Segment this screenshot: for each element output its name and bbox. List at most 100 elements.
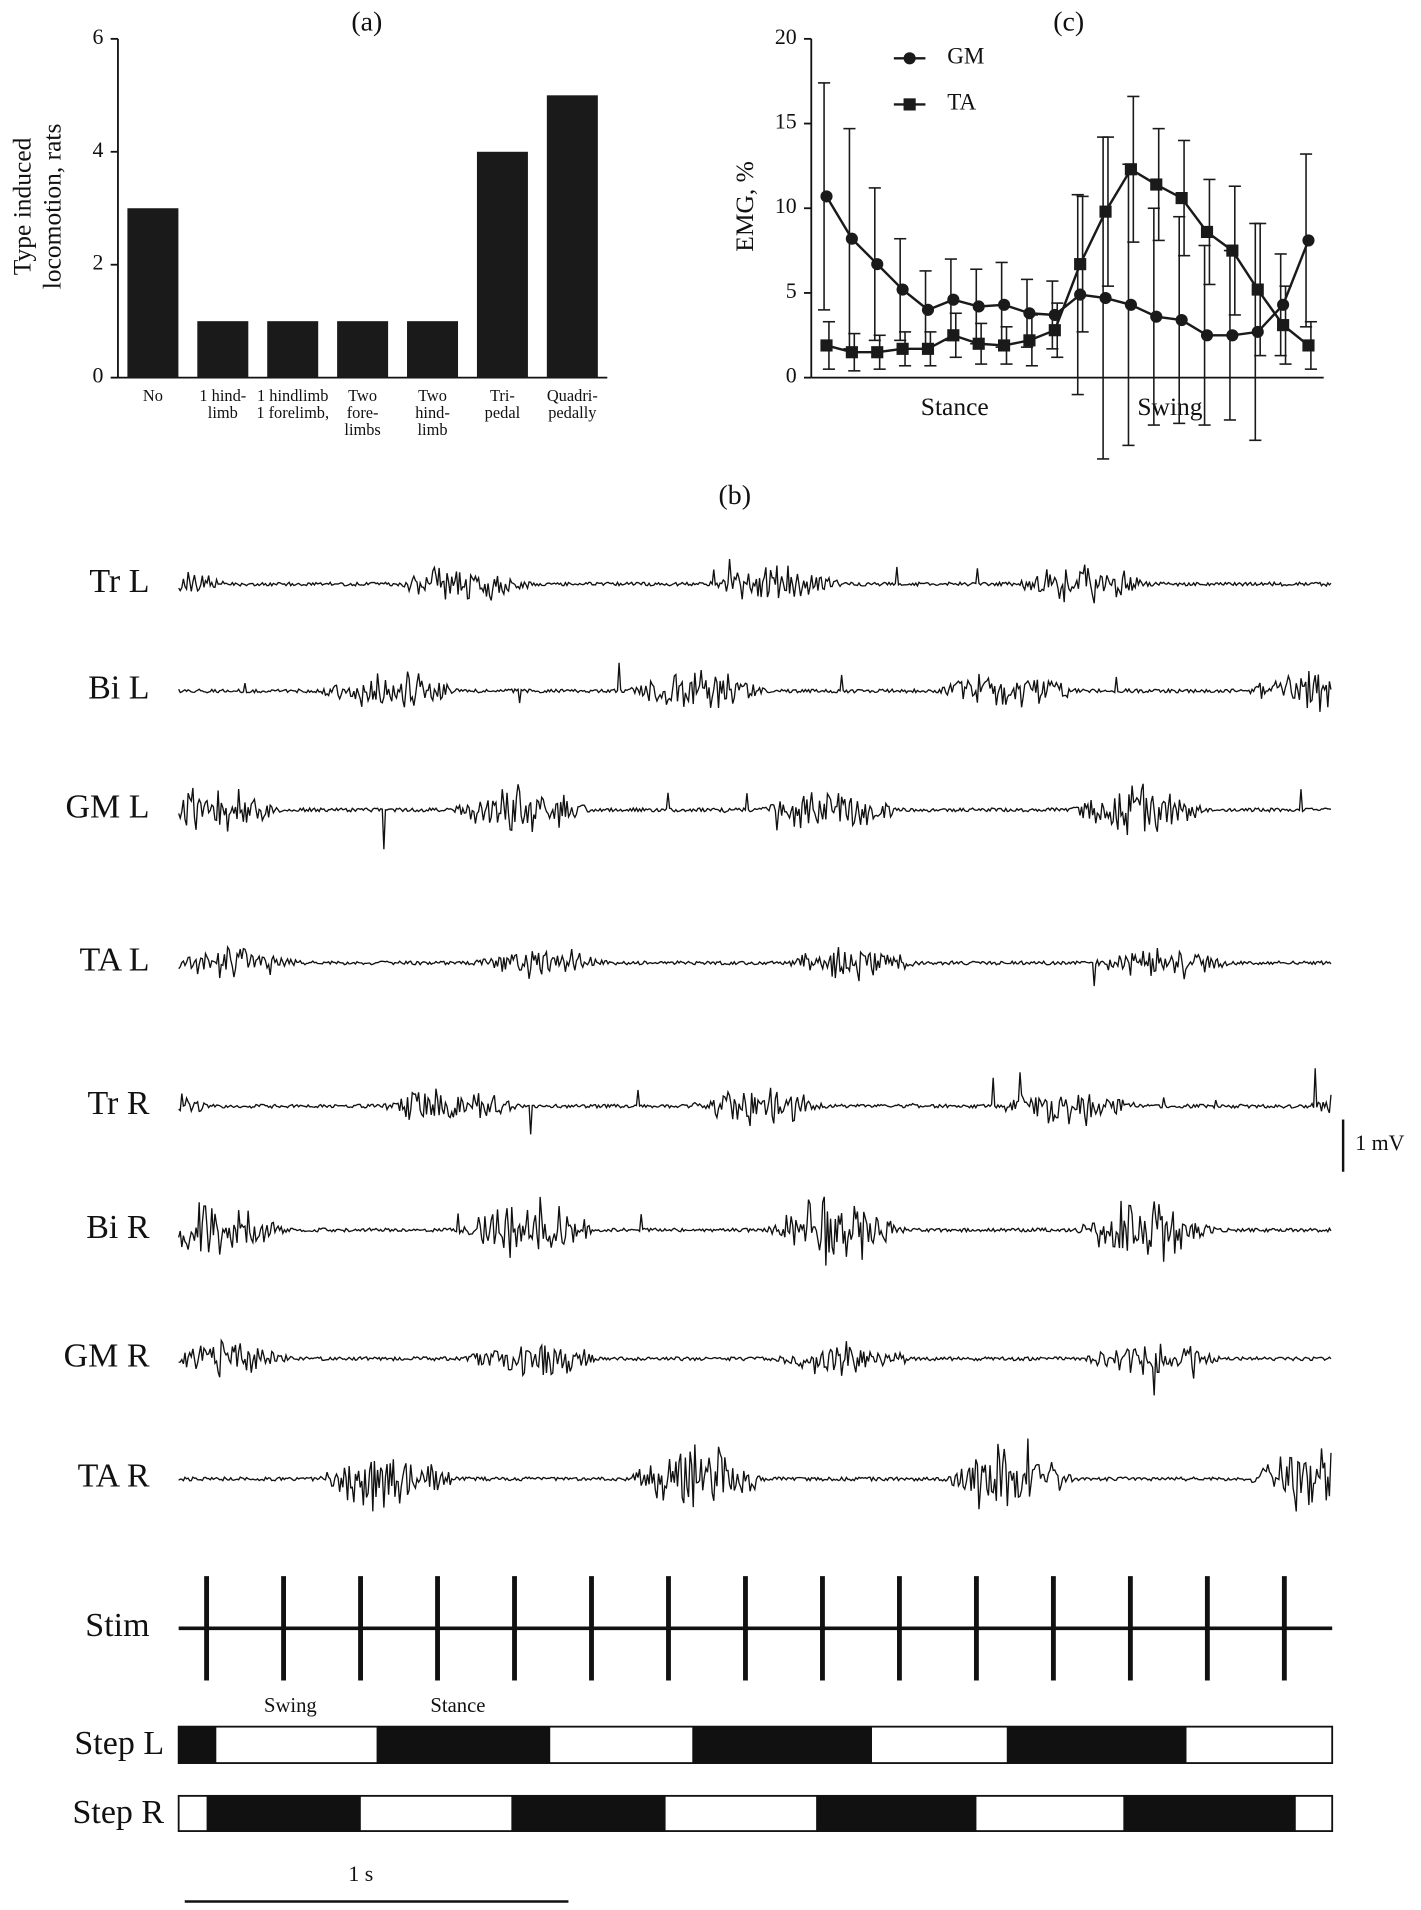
- x-tick-label: 1 forelimb,: [256, 403, 329, 422]
- channel-label: Bi L: [88, 670, 149, 707]
- marker: [820, 339, 833, 352]
- channel-label: GM L: [66, 789, 150, 826]
- x-tick-label: limb: [418, 420, 448, 439]
- x-tick-label: Two: [418, 386, 447, 405]
- marker: [871, 258, 884, 271]
- emg-trace: [178, 1068, 1332, 1135]
- marker: [1074, 258, 1087, 271]
- marker: [845, 346, 858, 359]
- y-axis-label: EMG, %: [730, 161, 759, 252]
- phase-label: Swing: [264, 1695, 317, 1717]
- x-tick-label: Tri-: [490, 386, 515, 405]
- amp-scale-label: 1 mV: [1355, 1131, 1404, 1155]
- step-stance: [692, 1726, 872, 1764]
- marker: [903, 98, 916, 111]
- step-stance: [816, 1795, 977, 1832]
- step-stance: [206, 1795, 361, 1832]
- y-tick-label: 20: [775, 25, 797, 49]
- step-stance: [1123, 1795, 1296, 1832]
- emg-trace: [178, 1338, 1332, 1396]
- bar: [476, 151, 528, 378]
- marker: [1302, 339, 1315, 352]
- emg-trace: [178, 662, 1332, 712]
- marker: [845, 232, 858, 245]
- step-stance: [376, 1726, 551, 1764]
- marker: [921, 303, 935, 316]
- bar: [407, 321, 459, 378]
- y-tick-label: 4: [92, 138, 103, 162]
- step-label: Step L: [74, 1725, 164, 1762]
- marker: [1099, 205, 1112, 218]
- marker: [1124, 163, 1137, 176]
- marker: [896, 342, 909, 355]
- x-region-label: Swing: [1137, 392, 1202, 421]
- step-stance: [511, 1795, 666, 1832]
- series-line: [826, 167, 1310, 354]
- marker: [1150, 178, 1163, 191]
- marker: [1150, 310, 1163, 323]
- y-tick-label: 6: [92, 25, 103, 49]
- y-axis-label: locomotion, rats: [38, 124, 67, 290]
- channel-label: GM R: [64, 1338, 150, 1375]
- marker: [1200, 329, 1214, 342]
- marker: [903, 52, 916, 65]
- x-tick-label: pedal: [485, 403, 521, 422]
- marker: [871, 346, 884, 359]
- x-tick-label: fore-: [347, 403, 379, 422]
- marker: [1251, 325, 1264, 338]
- marker: [1277, 319, 1290, 332]
- channel-label: Tr R: [87, 1085, 149, 1122]
- emg-trace: [178, 1438, 1332, 1512]
- y-axis-label: Type induced: [7, 137, 36, 275]
- marker: [997, 339, 1011, 352]
- marker: [1226, 329, 1239, 342]
- x-tick-label: pedally: [548, 403, 597, 422]
- marker: [1200, 225, 1214, 239]
- x-tick-label: Two: [348, 386, 377, 405]
- step-boxes: [177, 1119, 1345, 1903]
- emg-trace: [178, 944, 1332, 987]
- marker: [1175, 192, 1188, 205]
- channel-label: Tr L: [89, 563, 149, 600]
- marker: [1251, 283, 1264, 296]
- marker: [820, 190, 833, 203]
- channel-label: TA R: [78, 1458, 150, 1495]
- x-tick-label: Quadri-: [547, 386, 598, 405]
- marker: [896, 283, 909, 296]
- panel-b-title: (b): [719, 480, 752, 511]
- time-scale-label: 1 s: [348, 1862, 373, 1886]
- y-tick-label: 0: [786, 364, 797, 388]
- stim-label: Stim: [85, 1607, 149, 1644]
- marker: [947, 293, 960, 306]
- x-tick-label: limbs: [344, 420, 380, 439]
- bar: [197, 321, 249, 378]
- channel-label: Bi R: [86, 1209, 150, 1246]
- marker: [1023, 307, 1036, 320]
- marker: [1226, 244, 1239, 257]
- panel-a-title: (a): [351, 7, 382, 38]
- marker: [1124, 298, 1137, 311]
- y-tick-label: 0: [92, 364, 103, 388]
- phase-label: Stance: [430, 1695, 485, 1717]
- marker: [1277, 298, 1290, 311]
- channel-label: TA L: [80, 942, 150, 979]
- step-stance: [1006, 1726, 1187, 1764]
- bar: [337, 321, 389, 378]
- panel-c-title: (c): [1053, 7, 1084, 38]
- x-region-label: Stance: [921, 392, 989, 421]
- step-label: Step R: [72, 1794, 164, 1831]
- marker: [1302, 234, 1315, 247]
- y-tick-label: 2: [92, 251, 103, 275]
- bar: [267, 321, 319, 378]
- marker: [1048, 324, 1061, 337]
- marker: [1099, 291, 1112, 305]
- emg-trace: [178, 1196, 1332, 1266]
- emg-trace: [178, 558, 1332, 604]
- x-tick-label: No: [143, 386, 163, 405]
- y-tick-label: 10: [775, 194, 797, 218]
- marker: [972, 300, 985, 313]
- marker: [921, 342, 935, 355]
- marker: [1175, 313, 1188, 327]
- emg-trace: [178, 783, 1332, 850]
